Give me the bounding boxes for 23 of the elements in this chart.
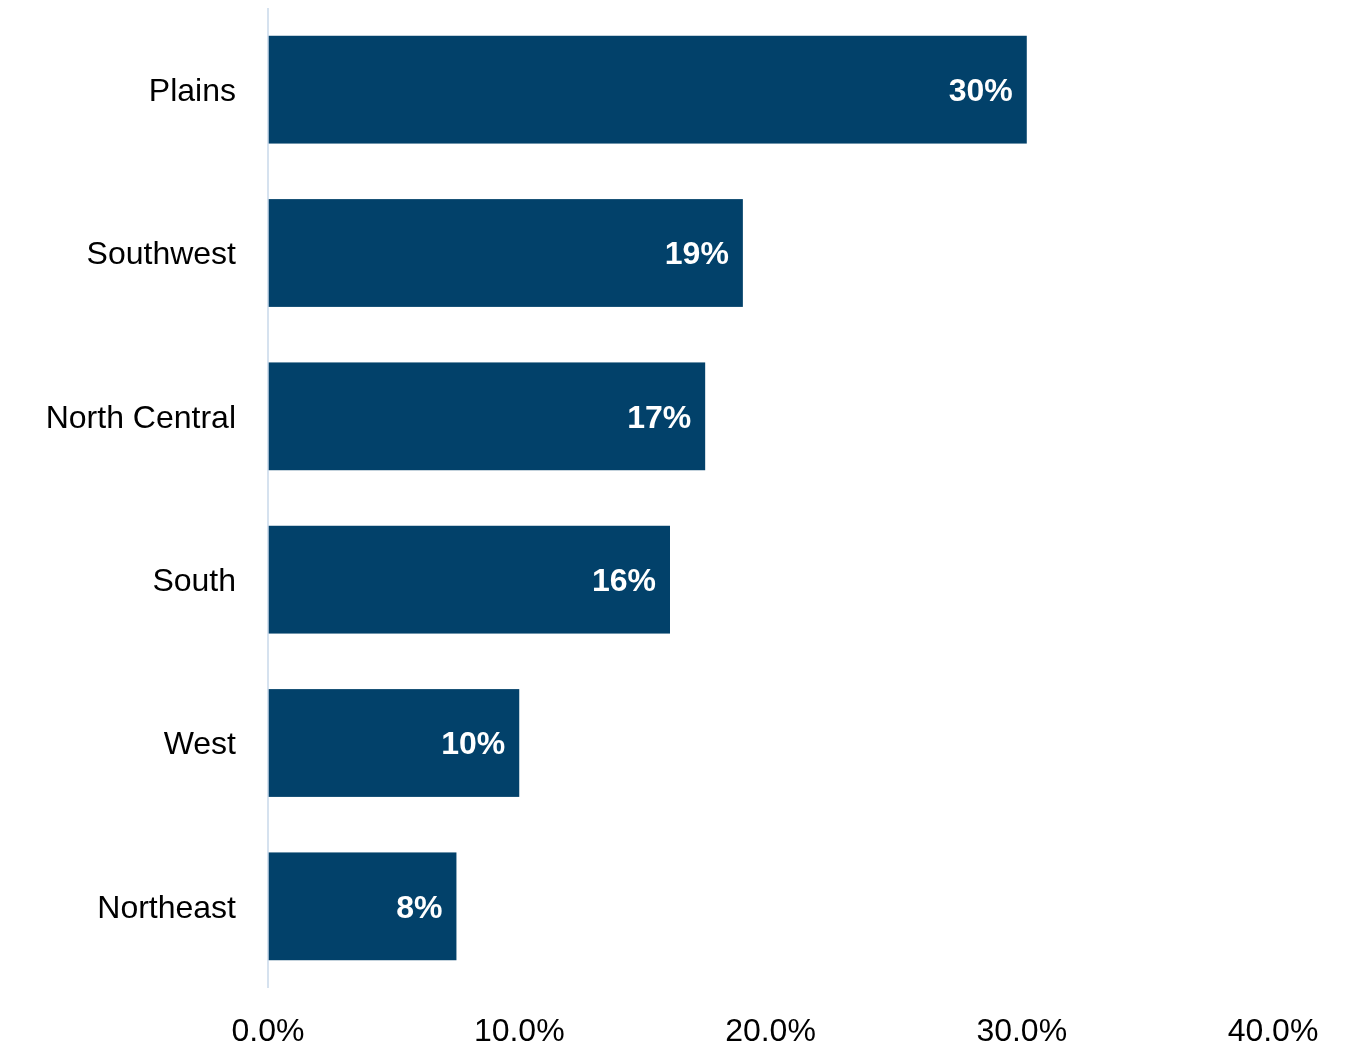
- x-tick-label: 10.0%: [473, 1012, 565, 1046]
- y-tick-label: Plains: [148, 71, 236, 108]
- bar: [268, 362, 706, 471]
- data-label: 19%: [664, 235, 729, 272]
- data-label: 30%: [948, 71, 1013, 108]
- data-label: 17%: [627, 398, 692, 435]
- bar: [268, 199, 743, 307]
- data-label: 10%: [441, 725, 506, 762]
- y-tick-label: North Central: [45, 398, 236, 435]
- data-label: 16%: [591, 561, 656, 598]
- bar: [268, 525, 670, 634]
- data-label: 8%: [396, 888, 443, 925]
- y-tick-label: West: [163, 725, 237, 762]
- bar: [268, 35, 1027, 144]
- x-tick-label: 0.0%: [231, 1012, 305, 1046]
- y-tick-label: Southwest: [86, 235, 237, 272]
- bar: [268, 852, 457, 961]
- bar: [268, 689, 520, 797]
- x-tick-label: 20.0%: [725, 1012, 816, 1046]
- x-tick-label: 40.0%: [1227, 1012, 1319, 1046]
- y-tick-label: South: [152, 561, 236, 598]
- x-tick-label: 30.0%: [976, 1012, 1068, 1046]
- y-tick-label: Northeast: [97, 888, 237, 925]
